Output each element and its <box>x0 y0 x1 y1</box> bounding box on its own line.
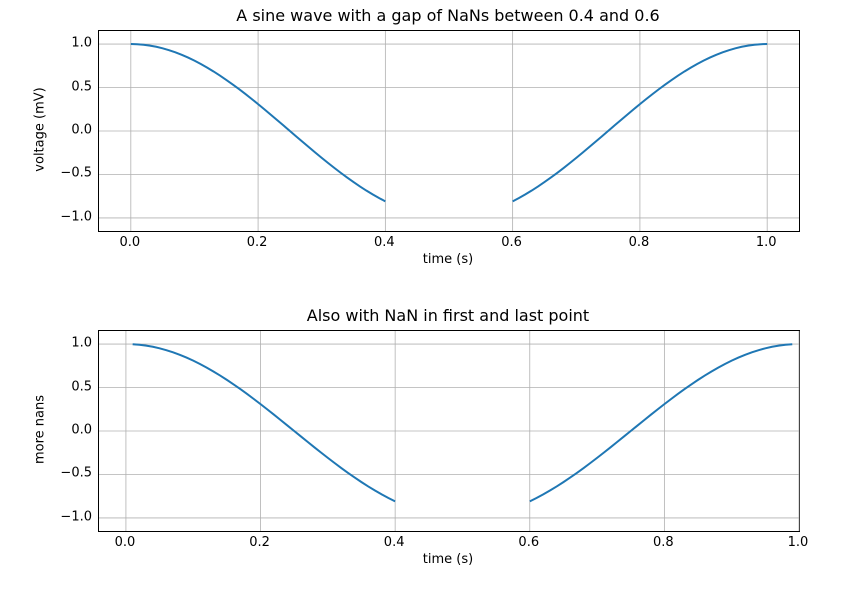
chart-title: A sine wave with a gap of NaNs between 0… <box>98 6 798 25</box>
figure: A sine wave with a gap of NaNs between 0… <box>0 0 851 605</box>
x-axis-label: time (s) <box>98 552 798 567</box>
x-tick-label: 0.8 <box>653 535 674 550</box>
y-tick-label: −0.5 <box>54 466 92 481</box>
x-tick-label: 1.0 <box>756 235 777 250</box>
x-axis-label: time (s) <box>98 252 798 267</box>
x-tick-label: 0.6 <box>518 535 539 550</box>
y-tick-label: −0.5 <box>54 166 92 181</box>
y-tick-label: 0.5 <box>54 79 92 94</box>
x-tick-label: 0.0 <box>119 235 140 250</box>
x-tick-label: 0.2 <box>249 535 270 550</box>
y-tick-label: 0.0 <box>54 123 92 138</box>
x-tick-label: 0.6 <box>501 235 522 250</box>
grid <box>99 31 799 231</box>
data-line <box>131 44 767 201</box>
y-tick-label: −1.0 <box>54 509 92 524</box>
plot-area <box>98 30 800 232</box>
x-tick-label: 0.2 <box>247 235 268 250</box>
plot-area <box>98 330 800 532</box>
y-tick-label: 1.0 <box>54 336 92 351</box>
chart-title: Also with NaN in first and last point <box>98 306 798 325</box>
y-axis-label: voltage (mV) <box>33 30 48 230</box>
plot-svg <box>99 331 799 531</box>
x-tick-label: 1.0 <box>788 535 809 550</box>
y-tick-label: 1.0 <box>54 36 92 51</box>
grid <box>99 331 799 531</box>
y-tick-label: 0.0 <box>54 423 92 438</box>
y-tick-label: −1.0 <box>54 209 92 224</box>
x-tick-label: 0.4 <box>384 535 405 550</box>
data-line <box>133 344 793 501</box>
x-tick-label: 0.0 <box>115 535 136 550</box>
y-tick-label: 0.5 <box>54 379 92 394</box>
x-tick-label: 0.8 <box>629 235 650 250</box>
plot-svg <box>99 31 799 231</box>
x-tick-label: 0.4 <box>374 235 395 250</box>
y-axis-label: more nans <box>33 330 48 530</box>
